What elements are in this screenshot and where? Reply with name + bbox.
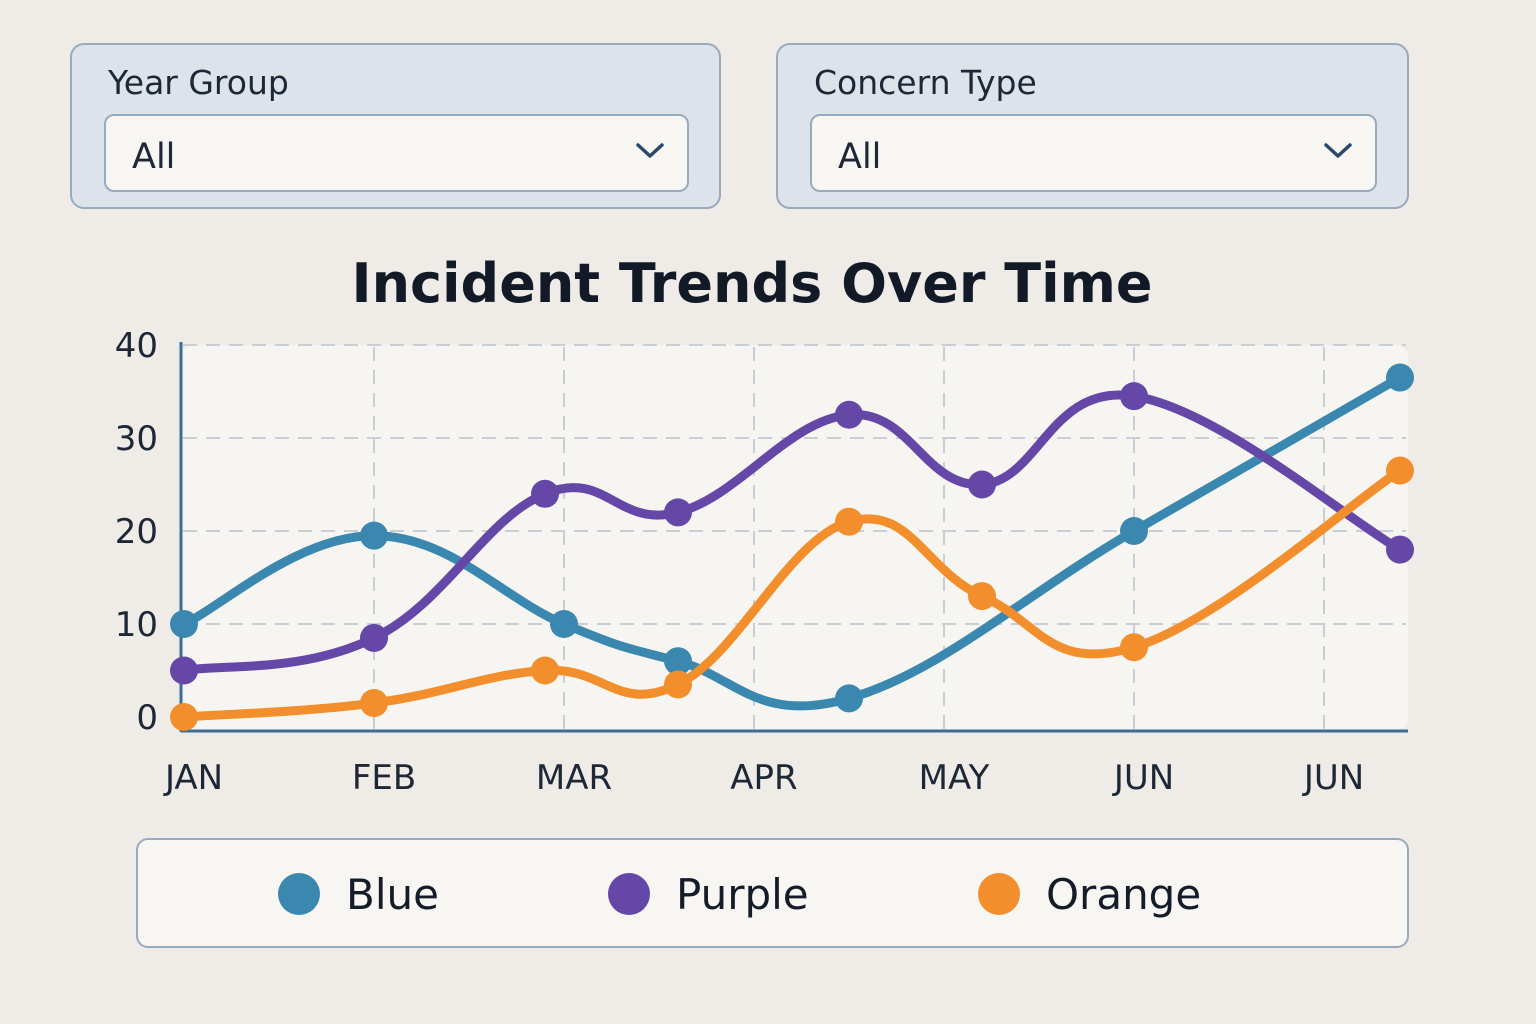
- data-point-blue: [1386, 363, 1414, 392]
- x-tick-label: APR: [730, 758, 797, 798]
- concern-type-filter: Concern Type All: [776, 43, 1409, 209]
- year-group-value: All: [132, 137, 176, 177]
- x-tick-label: FEB: [352, 758, 416, 798]
- data-point-orange: [531, 656, 559, 685]
- data-point-blue: [170, 610, 198, 638]
- chart-legend: Blue Purple Orange: [136, 838, 1409, 948]
- chevron-down-icon: [636, 143, 664, 158]
- data-point-orange: [1120, 633, 1148, 662]
- data-point-blue: [1120, 517, 1148, 545]
- year-group-label: Year Group: [108, 63, 289, 102]
- x-tick-label: JAN: [163, 758, 223, 798]
- legend-label-orange: Orange: [1046, 870, 1202, 919]
- data-point-orange: [360, 689, 388, 718]
- data-point-purple: [170, 656, 198, 685]
- x-tick-label: JUN: [1112, 758, 1174, 798]
- concern-type-value: All: [838, 137, 882, 177]
- concern-type-select[interactable]: All: [810, 114, 1377, 192]
- plot-area: [181, 345, 1408, 730]
- legend-marker-blue: [278, 873, 320, 915]
- concern-type-label: Concern Type: [814, 63, 1037, 102]
- data-point-orange: [835, 507, 863, 536]
- year-group-filter: Year Group All: [70, 43, 721, 209]
- y-tick-label: 30: [115, 419, 158, 459]
- x-tick-label: MAY: [919, 758, 990, 798]
- data-point-orange: [170, 703, 198, 731]
- data-point-blue: [664, 647, 692, 676]
- legend-label-blue: Blue: [346, 870, 439, 919]
- y-tick-label: 40: [115, 326, 158, 366]
- data-point-blue: [360, 521, 388, 550]
- legend-marker-purple: [608, 873, 650, 915]
- data-point-purple: [1120, 382, 1148, 411]
- data-point-purple: [1386, 535, 1414, 564]
- data-point-orange: [664, 670, 692, 699]
- data-point-blue: [835, 684, 863, 713]
- data-point-purple: [968, 470, 996, 499]
- y-tick-label: 10: [115, 605, 158, 645]
- line-chart: Incident Trends Over Time 0 10 20 30 40 JAN F…: [115, 252, 1414, 798]
- legend-label-purple: Purple: [676, 870, 809, 919]
- data-point-purple: [835, 400, 863, 429]
- y-tick-label: 0: [136, 698, 158, 738]
- chart-title: Incident Trends Over Time: [352, 252, 1153, 315]
- data-point-orange: [1386, 456, 1414, 485]
- chevron-down-icon: [1324, 143, 1352, 158]
- data-point-purple: [360, 623, 388, 652]
- data-point-purple: [664, 498, 692, 527]
- legend-marker-orange: [978, 873, 1020, 915]
- data-point-blue: [550, 610, 578, 638]
- data-point-purple: [531, 479, 559, 508]
- year-group-select[interactable]: All: [104, 114, 689, 192]
- data-point-orange: [968, 582, 996, 611]
- x-tick-label: JUN: [1302, 758, 1364, 798]
- y-tick-label: 20: [115, 512, 158, 552]
- x-tick-label: MAR: [536, 758, 612, 798]
